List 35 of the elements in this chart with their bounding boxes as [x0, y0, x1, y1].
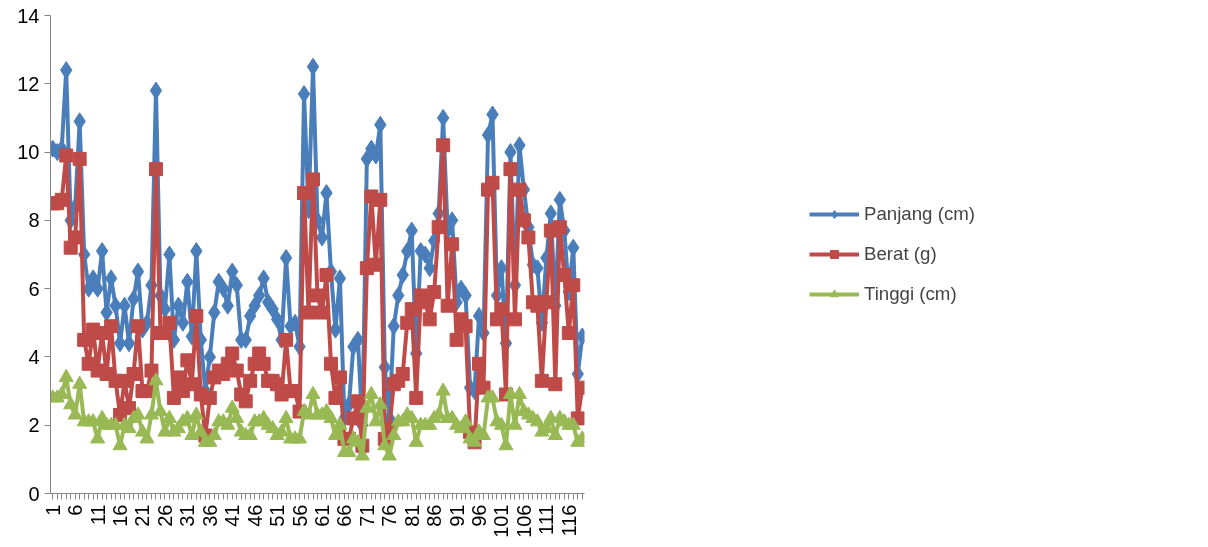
- x-tick-label: 46: [243, 504, 266, 527]
- legend-label: Panjang (cm): [864, 203, 975, 225]
- x-tick-label: 116: [557, 504, 580, 537]
- x-tick-label: 61: [310, 504, 333, 527]
- x-tick-label: 21: [131, 504, 154, 527]
- x-tick-label: 86: [423, 504, 446, 527]
- legend-label: Berat (g): [864, 243, 937, 265]
- x-tick-label: 66: [333, 504, 356, 527]
- x-tick-label: 31: [176, 504, 199, 527]
- x-tick-label: 111: [535, 504, 558, 535]
- y-tick-label: 6: [28, 277, 40, 300]
- x-tick-label: 76: [378, 504, 401, 527]
- x-tick-label: 56: [288, 504, 311, 527]
- x-tick-label: 71: [355, 504, 378, 527]
- y-tick-label: 12: [17, 72, 40, 95]
- y-tick-label: 14: [17, 4, 40, 27]
- x-tick-label: 96: [468, 504, 491, 527]
- x-tick-label: 106: [512, 504, 535, 538]
- legend-label: Tinggi (cm): [864, 283, 957, 305]
- x-tick-label: 91: [445, 504, 468, 527]
- x-tick-label: 11: [86, 504, 109, 526]
- y-tick-label: 0: [28, 482, 40, 505]
- x-tick-label: 26: [153, 504, 176, 527]
- x-tick-label: 101: [490, 504, 513, 538]
- y-tick-label: 4: [28, 345, 40, 368]
- y-tick-label: 10: [17, 141, 40, 164]
- x-tick-label: 16: [109, 504, 132, 527]
- y-tick-label: 8: [28, 209, 40, 232]
- x-tick-label: 81: [400, 504, 423, 527]
- x-tick-label: 41: [221, 504, 244, 527]
- x-tick-label: 36: [198, 504, 221, 527]
- x-tick-label: 51: [266, 504, 289, 527]
- x-tick-label: 6: [64, 504, 87, 516]
- y-tick-label: 2: [28, 414, 40, 437]
- x-tick-label: 1: [41, 504, 64, 516]
